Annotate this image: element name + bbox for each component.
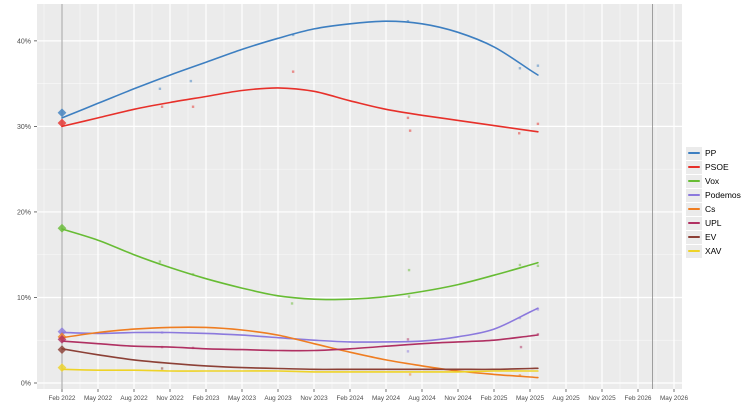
- election-marker-XAV: [57, 363, 67, 372]
- poll-point-PSOE: [408, 129, 412, 132]
- x-axis-tick-label: Nov 2023: [300, 395, 328, 402]
- x-axis-tick-label: Feb 2024: [336, 395, 363, 402]
- series-line-UPL: [61, 334, 539, 352]
- x-axis-tick-label: Nov 2024: [444, 395, 472, 402]
- legend-item-label: UPL: [705, 218, 722, 228]
- x-axis-labels: Feb 2022 May 2022 Aug 2022 Nov 2022 Feb 2023…: [48, 395, 688, 402]
- poll-point-Vox: [158, 260, 162, 263]
- legend: PP PSOE Vox Podemos Cs UPL: [686, 146, 741, 258]
- poll-point-PSOE: [406, 116, 410, 120]
- x-axis-tick-label: Aug 2024: [408, 395, 436, 402]
- x-axis-tick-label: Feb 2026: [624, 395, 651, 402]
- series-line-XAV: [61, 368, 539, 373]
- poll-point-Podemos: [406, 350, 410, 353]
- poll-point-Cs: [408, 373, 412, 376]
- series-line-EV: [61, 348, 539, 371]
- legend-item-label: XAV: [705, 246, 722, 256]
- poll-point-PP: [536, 64, 540, 67]
- x-axis-tick-label: May 2024: [372, 395, 401, 402]
- poll-point-PSOE: [536, 122, 540, 126]
- poll-point-PP: [189, 79, 193, 83]
- series-line-PP: [61, 20, 539, 119]
- series-line-Vox: [61, 228, 539, 301]
- legend-item-label: PP: [705, 148, 717, 158]
- legend-key-icon: [686, 160, 702, 174]
- series-line-Cs: [61, 326, 539, 379]
- legend-item-Cs: Cs: [686, 202, 741, 216]
- series-line-PSOE: [61, 87, 539, 133]
- poll-point-PSOE: [160, 105, 164, 108]
- legend-item-label: Vox: [705, 176, 720, 186]
- legend-item-label: EV: [705, 232, 717, 242]
- legend-key-icon: [686, 174, 702, 188]
- x-axis-tick-label: Feb 2023: [192, 395, 219, 402]
- poll-point-PSOE: [291, 70, 295, 73]
- legend-item-XAV: XAV: [686, 244, 741, 258]
- axis-ticks: [34, 40, 675, 392]
- plot-panel: [37, 4, 682, 389]
- poll-point-PP: [406, 20, 410, 23]
- y-axis-tick-label: 40%: [17, 38, 31, 45]
- y-axis-tick-label: 0%: [21, 380, 31, 387]
- x-axis-tick-label: May 2023: [228, 395, 257, 402]
- x-axis-tick-label: May 2026: [660, 395, 689, 402]
- election-marker-EV: [57, 345, 67, 355]
- legend-item-Vox: Vox: [686, 174, 741, 188]
- election-marker-UPL: [57, 334, 67, 344]
- poll-point-Vox: [536, 264, 540, 268]
- poll-point-UPL: [406, 338, 410, 341]
- legend-key-icon: [686, 244, 702, 258]
- x-axis-tick-label: May 2022: [84, 395, 113, 402]
- x-axis-tick-label: Nov 2025: [588, 395, 616, 402]
- legend-item-PSOE: PSOE: [686, 160, 741, 174]
- legend-item-label: Cs: [705, 204, 716, 214]
- legend-item-PP: PP: [686, 146, 741, 160]
- legend-item-label: PSOE: [705, 162, 729, 172]
- legend-item-label: Podemos: [705, 190, 741, 200]
- x-axis-tick-label: Aug 2025: [552, 395, 580, 402]
- y-axis-tick-label: 30%: [17, 124, 31, 131]
- legend-item-UPL: UPL: [686, 216, 741, 230]
- legend-key-icon: [686, 216, 702, 230]
- y-axis-tick-label: 20%: [17, 209, 31, 216]
- gridlines: [37, 4, 682, 389]
- poll-point-Podemos: [536, 308, 540, 311]
- legend-key-icon: [686, 188, 702, 202]
- poll-point-PP: [518, 67, 522, 70]
- legend-item-EV: EV: [686, 230, 741, 244]
- legend-key-icon: [686, 230, 702, 244]
- poll-point-EV: [160, 367, 164, 370]
- series-line-Podemos: [61, 307, 539, 343]
- y-axis-labels: 0% 10% 20% 30% 40%: [17, 38, 31, 387]
- poll-point-Vox: [290, 302, 294, 305]
- poll-point-UPL: [519, 345, 523, 349]
- x-axis-tick-label: Aug 2023: [264, 395, 292, 402]
- reference-lines: [61, 4, 653, 389]
- poll-point-Vox: [518, 263, 522, 267]
- x-axis-tick-label: May 2025: [516, 395, 545, 402]
- x-axis-tick-label: Feb 2025: [480, 395, 507, 402]
- x-axis-tick-label: Feb 2022: [48, 395, 75, 402]
- poll-point-Cs: [518, 374, 522, 377]
- poll-point-Vox: [407, 268, 411, 272]
- poll-point-PP: [158, 87, 162, 90]
- poll-point-PSOE: [518, 132, 521, 135]
- legend-key-icon: [686, 146, 702, 160]
- legend-key-icon: [686, 202, 702, 216]
- series-lines: [61, 20, 539, 379]
- x-axis-tick-label: Nov 2022: [156, 395, 184, 402]
- poll-point-PP: [291, 33, 295, 37]
- poll-point-PSOE: [191, 105, 195, 108]
- election-marker-Podemos: [57, 327, 67, 337]
- y-axis-tick-label: 10%: [17, 295, 31, 302]
- x-axis-tick-label: Aug 2022: [120, 395, 148, 402]
- poll-point-Vox: [407, 295, 411, 298]
- legend-item-Podemos: Podemos: [686, 188, 741, 202]
